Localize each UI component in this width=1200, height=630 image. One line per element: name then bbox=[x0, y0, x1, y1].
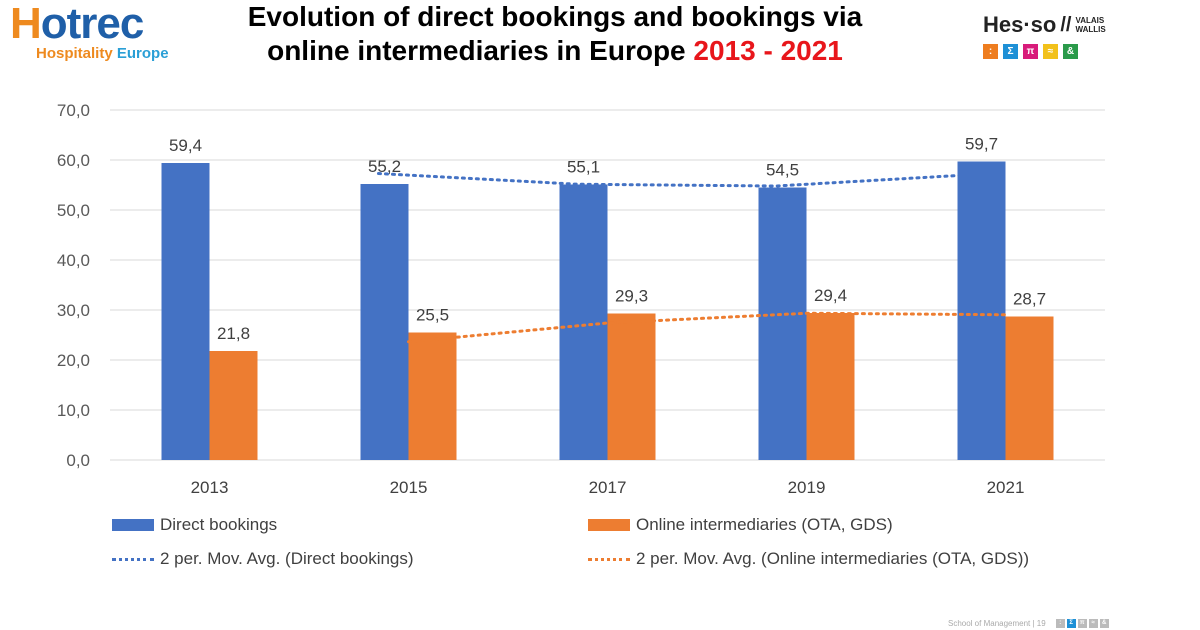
y-tick-label: 40,0 bbox=[57, 251, 90, 270]
logo-symbol: ≈ bbox=[1088, 619, 1098, 628]
x-tick-label: 2019 bbox=[788, 478, 826, 497]
y-tick-label: 0,0 bbox=[66, 451, 90, 470]
logo-symbol: & bbox=[1063, 44, 1078, 59]
logo-symbol: Σ bbox=[1066, 619, 1076, 628]
bar-direct bbox=[758, 187, 807, 460]
y-tick-label: 30,0 bbox=[57, 301, 90, 320]
legend-direct-mavg: 2 per. Mov. Avg. (Direct bookings) bbox=[112, 549, 414, 569]
bar-chart: 0,0 10,0 20,0 30,0 40,0 50,0 60,0 70,0 2013 59,4 2… bbox=[57, 101, 1105, 497]
x-tick-label: 2015 bbox=[390, 478, 428, 497]
title-years: 2013 - 2021 bbox=[693, 35, 843, 66]
legend-online: Online intermediaries (OTA, GDS) bbox=[588, 515, 893, 535]
logo-symbol: : bbox=[983, 44, 998, 59]
bar-online bbox=[607, 313, 656, 460]
y-tick-label: 70,0 bbox=[57, 101, 90, 120]
logo-symbol: : bbox=[1055, 619, 1065, 628]
y-tick-label: 20,0 bbox=[57, 351, 90, 370]
logo-symbol: π bbox=[1023, 44, 1038, 59]
data-label: 29,4 bbox=[814, 286, 847, 305]
hotrec-logo: Hotrec Hospitality Europe bbox=[10, 0, 169, 62]
x-tick-label: 2017 bbox=[589, 478, 627, 497]
bar-online bbox=[806, 313, 855, 460]
bar-direct bbox=[559, 184, 608, 460]
moving-average-line bbox=[377, 172, 977, 188]
y-tick-label: 60,0 bbox=[57, 151, 90, 170]
bar-direct bbox=[957, 161, 1006, 460]
bar-online bbox=[1005, 316, 1054, 460]
data-label: 28,7 bbox=[1013, 290, 1046, 309]
logo-symbol: Σ bbox=[1003, 44, 1018, 59]
x-tick-label: 2021 bbox=[987, 478, 1025, 497]
x-tick-label: 2013 bbox=[191, 478, 229, 497]
bar-direct bbox=[360, 184, 409, 460]
logo-symbol: & bbox=[1099, 619, 1109, 628]
data-label: 21,8 bbox=[217, 324, 250, 343]
moving-average-line bbox=[407, 311, 1007, 344]
data-label: 59,4 bbox=[169, 136, 202, 155]
logo-symbol: π bbox=[1077, 619, 1087, 628]
data-label: 55,1 bbox=[567, 158, 600, 177]
bar-direct bbox=[161, 163, 210, 460]
data-label: 29,3 bbox=[615, 287, 648, 306]
data-label: 55,2 bbox=[368, 157, 401, 176]
page-title: Evolution of direct bookings and booking… bbox=[247, 1, 863, 66]
legend-online-mavg: 2 per. Mov. Avg. (Online intermediaries … bbox=[588, 549, 1029, 569]
legend-direct: Direct bookings bbox=[112, 515, 277, 535]
bar-online bbox=[408, 332, 457, 460]
bar-online bbox=[209, 351, 258, 460]
data-label: 54,5 bbox=[766, 161, 799, 180]
data-label: 25,5 bbox=[416, 306, 449, 325]
data-label: 59,7 bbox=[965, 135, 998, 154]
y-tick-label: 10,0 bbox=[57, 401, 90, 420]
logo-symbol: ≈ bbox=[1043, 44, 1058, 59]
y-tick-label: 50,0 bbox=[57, 201, 90, 220]
